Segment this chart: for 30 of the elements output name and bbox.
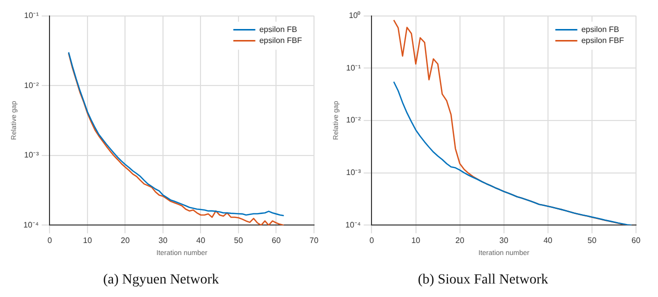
y-tick-label: 10⁻¹ [346, 63, 362, 72]
text: (a) Ngyuen Network [103, 272, 219, 288]
x-tick-label: 0 [48, 236, 53, 246]
y-tick-label: 10⁻² [346, 116, 362, 125]
legend-label: epsilon FBF [581, 36, 624, 46]
x-tick-label: 50 [588, 236, 597, 246]
x-tick-label: 70 [310, 236, 319, 246]
y-tick-label: 10⁻³ [24, 150, 40, 160]
text: (b) Sioux Fall Network [418, 272, 548, 288]
x-tick-label: 10 [411, 236, 421, 246]
x-tick-label: 40 [196, 236, 206, 246]
x-tick-label: 10 [83, 236, 92, 246]
x-tick-label: 30 [499, 236, 509, 246]
y-tick-label: 10⁻⁴ [345, 220, 362, 230]
x-tick-label: 20 [120, 236, 130, 246]
legend-label: epsilon FB [581, 25, 620, 34]
legend-label: epsilon FB [259, 25, 298, 34]
y-tick-label: 10⁰ [348, 11, 361, 20]
x-tick-label: 60 [632, 236, 641, 246]
y-tick-label: 10⁻⁴ [23, 220, 40, 230]
x-tick-label: 30 [158, 236, 168, 246]
x-tick-label: 50 [234, 236, 244, 246]
y-tick-label: 10⁻¹ [24, 11, 40, 20]
legend-label: epsilon FBF [259, 36, 302, 46]
x-tick-label: 60 [272, 236, 282, 246]
x-tick-label: 20 [455, 236, 465, 246]
y-tick-label: 10⁻³ [346, 168, 362, 178]
y-tick-label: 10⁻² [24, 80, 40, 90]
x-tick-label: 0 [370, 236, 375, 246]
x-tick-label: 40 [543, 236, 553, 246]
